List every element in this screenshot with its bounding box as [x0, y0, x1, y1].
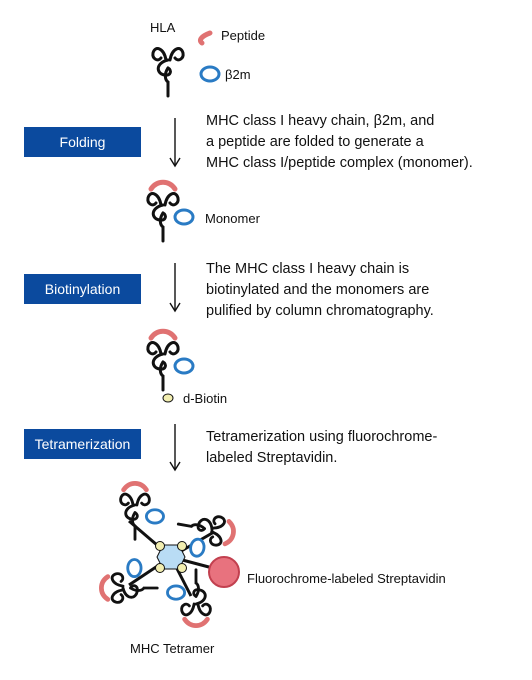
- hla-heavy-chain-icon: [151, 47, 185, 98]
- biotinylated-monomer-icon: [148, 331, 193, 390]
- step-tetramerization: Tetramerization: [24, 429, 141, 459]
- b2m-label: β2m: [225, 67, 251, 82]
- tetramer-arm-lower-right: [168, 570, 211, 626]
- fluorochrome-icon: [208, 556, 240, 588]
- step-tetramerization-description: Tetramerization using fluorochrome-label…: [206, 429, 438, 466]
- step-biotinylation-description: The MHC class I heavy chain is biotinylat…: [206, 261, 434, 319]
- monomer-label: Monomer: [205, 211, 260, 226]
- tetramer-icon: [101, 483, 240, 626]
- b2m-icon: [199, 65, 221, 83]
- fluorochrome-streptavidin-label: Fluorochrome-labeled Streptavidin: [247, 571, 446, 586]
- arrow-down-icon: [169, 424, 181, 472]
- hla-label: HLA: [150, 20, 176, 35]
- biotin-icon: [162, 393, 174, 403]
- peptide-label: Peptide: [221, 28, 266, 43]
- step-folding: Folding: [24, 127, 141, 157]
- arrow-down-icon: [169, 118, 181, 168]
- step-folding-description: MHC class I heavy chain, β2m, and a pepti…: [206, 113, 473, 171]
- monomer-icon: [148, 182, 193, 241]
- d-biotin-label: d-Biotin: [183, 391, 228, 406]
- mhc-tetramer-label: MHC Tetramer: [130, 641, 215, 656]
- step-biotinylation: Biotinylation: [24, 274, 141, 304]
- arrow-down-icon: [169, 263, 181, 313]
- tetramer-arm-lower-left: [101, 560, 157, 603]
- peptide-icon: [197, 30, 213, 46]
